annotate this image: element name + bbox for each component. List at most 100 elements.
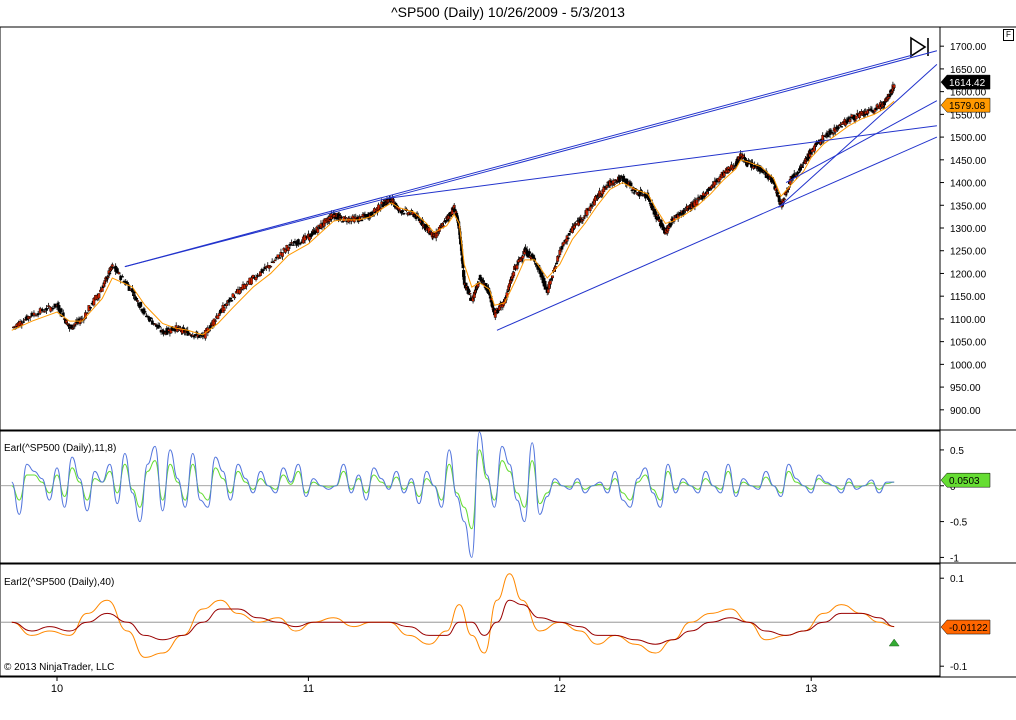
earl-value-label-bg: [940, 472, 991, 488]
price-y-tick-label: 1350.00: [950, 201, 987, 212]
candle-body: [100, 287, 104, 292]
candle-body: [826, 134, 830, 138]
candle-body: [702, 196, 706, 198]
candle-body: [560, 245, 564, 250]
candle-body: [192, 336, 196, 338]
candle-body: [43, 311, 46, 313]
candle-body: [468, 293, 472, 295]
trendline: [386, 50, 938, 199]
candle-body: [431, 236, 435, 239]
ma-line: [11, 100, 895, 336]
candle-body: [506, 290, 510, 292]
candle-body: [286, 246, 290, 251]
price-y-tick-label: 1200.00: [950, 269, 987, 280]
x-tick-label: 11: [303, 683, 314, 695]
price-y-tick-label: 900.00: [950, 406, 981, 417]
earl2-slow-line: [11, 599, 895, 645]
earl2-value-label: -0.01122: [949, 623, 988, 634]
candle-body: [227, 299, 231, 303]
candle-body: [555, 262, 559, 265]
candle-body: [339, 216, 343, 219]
candle-body: [212, 318, 216, 326]
price-y-tick-label: 1000.00: [950, 360, 987, 371]
candle-body: [605, 185, 609, 188]
candle-body: [273, 259, 277, 262]
candle-body: [804, 160, 808, 162]
candle-body: [143, 311, 147, 313]
candle-body: [28, 316, 32, 318]
candle-body: [233, 296, 237, 299]
candle-body: [51, 308, 55, 310]
price-y-tick-label: 1250.00: [950, 247, 987, 258]
candle-body: [106, 276, 110, 279]
candle-body: [47, 305, 51, 307]
chart-title: ^SP500 (Daily) 10/26/2009 - 5/3/2013: [391, 4, 625, 20]
candle-body: [278, 257, 281, 259]
candle-body: [12, 326, 15, 329]
candle-body: [238, 289, 242, 294]
earl-panel-label: Earl(^SP500 (Daily),11,8): [4, 443, 116, 454]
candle-body: [217, 313, 221, 317]
candle-body: [344, 217, 347, 219]
candle-body: [158, 325, 162, 328]
candle-body: [213, 320, 217, 322]
candle-body: [682, 210, 685, 215]
float-toggle-button[interactable]: F: [1003, 29, 1014, 41]
candle-body: [745, 164, 749, 167]
candle-body: [485, 285, 489, 287]
price-y-tick-label: 1550.00: [950, 110, 987, 121]
candle-body: [872, 112, 876, 114]
copyright-text: © 2013 NinjaTrader, LLC: [4, 662, 115, 673]
candle-body: [193, 334, 197, 337]
candle-body: [632, 192, 636, 194]
candle-body: [848, 119, 852, 123]
candle-body: [230, 300, 234, 302]
candle-body: [281, 252, 284, 257]
candle-body: [85, 312, 89, 315]
candle-body: [512, 271, 516, 277]
candle-body: [231, 293, 235, 298]
candle-body: [65, 320, 68, 323]
earl-panel: [0, 430, 941, 564]
candle-body: [669, 222, 673, 226]
candle-body: [283, 249, 287, 253]
earl-value-label: 0.0503: [949, 476, 980, 487]
candle-body: [837, 127, 840, 129]
candle-body: [139, 301, 143, 307]
ma-value-label-bg: [940, 97, 991, 113]
candle-body: [830, 131, 834, 134]
last-price-label-bg: [940, 74, 991, 90]
candle-body: [655, 214, 659, 217]
candle-body: [250, 277, 253, 285]
candle-body: [150, 320, 154, 325]
price-y-tick-label: 1450.00: [950, 156, 987, 167]
candle-body: [276, 254, 280, 258]
earl-y-tick-label: -0.5: [950, 518, 968, 529]
earl-y-tick-label: -1: [950, 553, 959, 564]
trendline: [386, 125, 937, 199]
candle-body: [494, 312, 498, 315]
candle-body: [216, 315, 220, 319]
candle-body: [515, 265, 519, 270]
candle-body: [383, 199, 386, 201]
candle-body: [581, 219, 585, 221]
candle-body: [567, 233, 571, 236]
price-y-tick-label: 950.00: [950, 383, 981, 394]
candle-body: [492, 308, 496, 310]
candle-body: [131, 288, 134, 293]
candle-body: [203, 330, 207, 339]
candle-body: [222, 307, 226, 311]
candle-body: [546, 289, 550, 293]
candle-body: [120, 276, 124, 278]
price-y-tick-label: 1650.00: [950, 65, 987, 76]
candle-body: [809, 152, 812, 155]
earl2-fast-line: [11, 573, 895, 658]
earl2-y-tick-label: -0.1: [950, 662, 968, 673]
candle-body: [34, 314, 38, 317]
candle-body: [464, 282, 468, 286]
earl-fast-line: [11, 431, 895, 558]
candle-body: [36, 313, 40, 316]
candle-body: [296, 239, 300, 244]
candle-body: [840, 126, 843, 128]
x-tick-label: 12: [554, 683, 566, 695]
